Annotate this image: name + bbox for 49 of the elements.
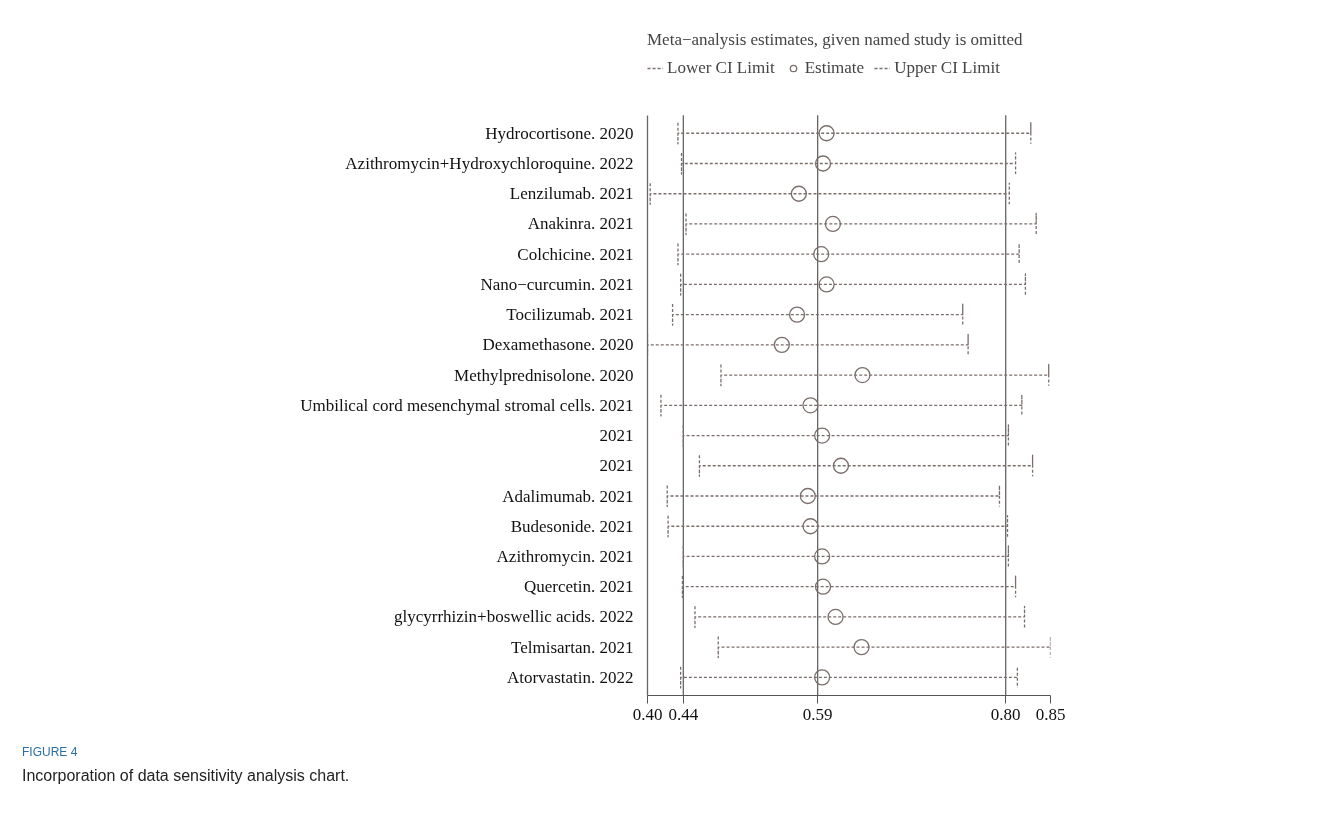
y-tick-label: Anakinra. 2021	[527, 214, 634, 234]
x-tick-label: 0.80	[990, 704, 1021, 724]
point	[824, 215, 842, 233]
point	[818, 276, 835, 293]
point	[814, 578, 832, 595]
point	[813, 246, 830, 263]
y-tick-label: Telmisartan. 2021	[511, 637, 634, 657]
y-tick-label: Budesonide. 2021	[510, 516, 634, 536]
x-tick-label: 0.44	[668, 704, 699, 724]
y-tick-label: Colchicine. 2021	[517, 244, 634, 264]
y-tick-label: glycyrrhizin+boswellic acids. 2022	[394, 607, 634, 627]
point	[832, 457, 850, 474]
point	[802, 518, 819, 535]
text: Lower CI Limit	[667, 58, 775, 78]
point	[814, 155, 832, 172]
y-tick-label: Quercetin. 2021	[523, 577, 634, 597]
y-tick-label: Lenzilumab. 2021	[509, 184, 634, 204]
y-tick-label: Azithromycin+Hydroxychloroquine. 2022	[345, 154, 634, 173]
y-tick-label: Atorvastatin. 2022	[506, 667, 634, 687]
point	[773, 336, 790, 353]
point	[818, 125, 835, 142]
point	[813, 669, 831, 686]
text: Incorporation of data sensitivity analysis chart.	[22, 766, 350, 787]
y-tick-label: Adalimumab. 2021	[502, 486, 634, 506]
point	[854, 366, 871, 384]
point	[813, 427, 831, 444]
x-tick-label: 0.85	[1035, 704, 1066, 724]
x-tick-label: 0.40	[632, 704, 663, 724]
y-tick-label: Umbilical cord mesenchymal stromal cells. 2021	[300, 395, 634, 415]
point	[788, 306, 806, 323]
y-tick-label: Hydrocortisone. 2020	[485, 123, 634, 143]
point	[802, 397, 819, 414]
y-tick-label: 2021	[599, 426, 634, 446]
y-tick-label: Dexamethasone. 2020	[482, 335, 634, 355]
y-tick-label: Nano−curcumin. 2021	[480, 274, 634, 294]
y-tick-label: 2021	[599, 456, 634, 476]
point	[799, 487, 816, 505]
text: Upper CI Limit	[894, 58, 1000, 78]
point	[813, 548, 831, 565]
x-tick-label: 0.59	[802, 704, 833, 724]
caption: FIGURE 4	[22, 744, 79, 761]
y-tick-label: Methylprednisolone. 2020	[454, 365, 634, 385]
legend-title: Meta−analysis estimates, given named study is omitted	[647, 30, 1023, 50]
point	[790, 185, 807, 202]
point	[853, 639, 870, 656]
point	[827, 608, 844, 626]
legend-label: Estimate	[804, 58, 865, 78]
y-tick-label: Tocilizumab. 2021	[506, 305, 634, 325]
y-tick-label: Azithromycin. 2021	[496, 546, 634, 566]
